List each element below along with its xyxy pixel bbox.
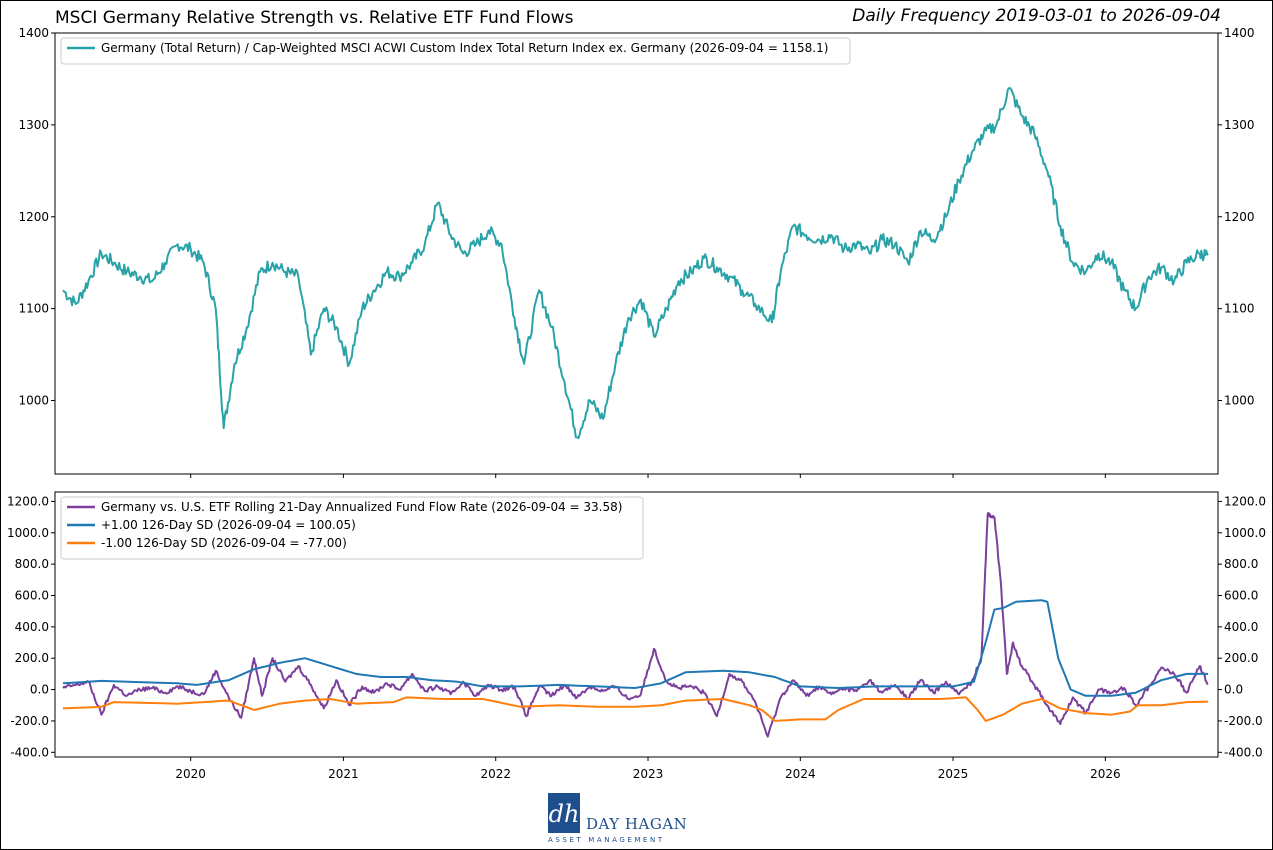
legend-label: Germany (Total Return) / Cap-Weighted MS… [101,41,828,55]
y-tick-label-right: 1100 [1224,302,1255,316]
bottom-panel-legend: Germany vs. U.S. ETF Rolling 21-Day Annu… [60,496,644,560]
legend-label: -1.00 126-Day SD (2026-09-04 = -77.00) [101,536,347,550]
top-panel-axes [54,32,1219,475]
legend-box [60,496,644,560]
y-tick-label-right: 1200.0 [1224,494,1266,508]
x-tick-label: 2021 [328,767,359,781]
bottom-panel-axes [54,491,1219,758]
y-tick-label-left: 800.0 [15,557,49,571]
y-tick-label-left: 400.0 [15,620,49,634]
y-tick-label-left: -400.0 [10,745,49,759]
y-tick-label-left: 1300 [18,118,49,132]
series-line-1 [62,87,1209,440]
top-panel-legend: Germany (Total Return) / Cap-Weighted MS… [60,37,851,65]
chart-subtitle: Daily Frequency 2019-03-01 to 2026-09-04 [852,6,1221,26]
legend-label: +1.00 126-Day SD (2026-09-04 = 100.05) [101,518,356,532]
series-line-3 [62,696,1209,722]
y-tick-label-right: 600.0 [1224,588,1258,602]
y-tick-label-right: -200.0 [1224,714,1263,728]
y-tick-label-left: 1000 [18,394,49,408]
series-line-1 [62,511,1209,738]
y-tick-label-right: 400.0 [1224,620,1258,634]
bottom-panel-y-ticks: -400.0 -400.0 -200.0 -200.0 0.0 0.0 200.0 200.0… [7,494,1266,759]
x-tick-label: 2026 [1090,767,1121,781]
x-tick-label: 2025 [938,767,969,781]
x-tick-label: 2022 [480,767,511,781]
y-tick-label-left: 1200 [18,210,49,224]
x-axis-ticks: 2020 2021 2022 2023 2024 2025 2026 [175,474,1121,781]
top-panel-series [62,87,1209,440]
y-tick-label-right: 1000 [1224,394,1255,408]
legend-label: Germany vs. U.S. ETF Rolling 21-Day Annu… [101,500,622,514]
y-tick-label-left: -200.0 [10,714,49,728]
x-tick-label: 2020 [175,767,206,781]
y-tick-label-right: 1300 [1224,118,1255,132]
day-hagan-logo: dh DAY HAGAN ASSET MANAGEMENT [548,793,693,845]
top-panel-y-ticks: 1000 1000 1100 1100 1200 1200 1300 1300 1400 1400 [18,26,1254,408]
bottom-panel-series [62,511,1209,738]
y-tick-label-right: 1000.0 [1224,526,1266,540]
x-tick-label: 2023 [633,767,664,781]
y-tick-label-left: 1000.0 [7,526,49,540]
x-tick-label: 2024 [785,767,816,781]
y-tick-label-left: 600.0 [15,588,49,602]
y-tick-label-left: 0.0 [30,683,49,697]
logo-name: DAY HAGAN [586,815,688,833]
legend-box [60,37,851,65]
y-tick-label-right: -400.0 [1224,745,1263,759]
chart-title: MSCI Germany Relative Strength vs. Relat… [55,8,574,28]
logo-mark: dh [548,793,580,833]
logo-mark-text: dh [549,800,580,828]
y-tick-label-left: 1200.0 [7,494,49,508]
series-line-2 [62,599,1208,697]
y-tick-label-right: 1200 [1224,210,1255,224]
y-tick-label-left: 200.0 [15,651,49,665]
y-tick-label-right: 200.0 [1224,651,1258,665]
y-tick-label-left: 1100 [18,302,49,316]
y-tick-label-right: 800.0 [1224,557,1258,571]
y-tick-label-right: 1400 [1224,26,1255,40]
y-tick-label-right: 0.0 [1224,683,1243,697]
logo-subtitle: ASSET MANAGEMENT [548,836,665,844]
y-tick-label-left: 1400 [18,26,49,40]
